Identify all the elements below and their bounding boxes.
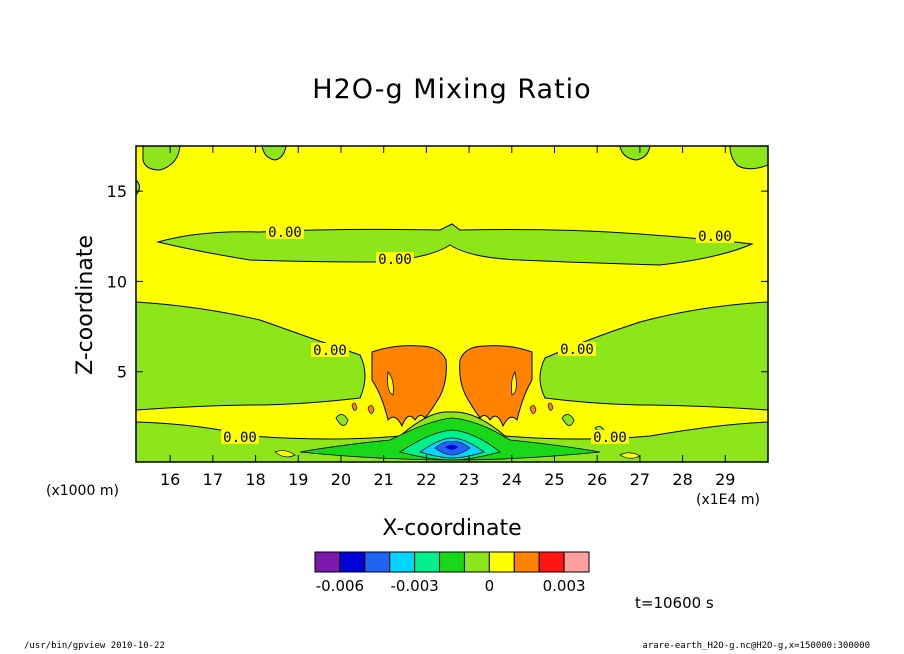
colorbar-cell: [563, 551, 590, 573]
x-tick-label: 24: [502, 470, 522, 489]
contour-label: 0.00: [223, 430, 257, 446]
contour-label-bg: [311, 343, 349, 357]
contour-label-bg: [221, 430, 259, 444]
y-tick-label: 10: [107, 272, 127, 291]
contour-label: 0.00: [593, 430, 627, 446]
x-tick-label: 27: [630, 470, 650, 489]
colorbar-tick-label: 0.003: [543, 577, 586, 595]
contour-labels: 0.00 0.00 0.00 0.00 0.00 0.00 0.00: [221, 225, 734, 446]
x-tick-label: 16: [160, 470, 180, 489]
x-tick-label: 21: [373, 470, 393, 489]
x-tick-label: 29: [715, 470, 735, 489]
colorbar-cell: [364, 551, 391, 573]
contour-label-bg: [696, 229, 734, 243]
x-tick-label: 26: [587, 470, 607, 489]
colorbar-cell: [339, 551, 366, 573]
contour-label: 0.00: [560, 342, 594, 358]
x-axis-ticks: 16 17 18 19 20 21 22 23 24 25 26 27 28 29: [160, 146, 735, 489]
contour-label: 0.00: [268, 225, 302, 241]
chart-title: H2O-g Mixing Ratio: [312, 74, 592, 105]
colorbar: [314, 551, 590, 573]
contour-label: 0.00: [378, 252, 412, 268]
time-annotation: t=10600 s: [635, 594, 714, 612]
x-tick-label: 23: [459, 470, 479, 489]
colorbar-tick-label: 0: [485, 577, 495, 595]
x-axis-label: X-coordinate: [382, 516, 521, 541]
contour-label: 0.00: [698, 229, 732, 245]
contour-label-bg: [266, 225, 304, 239]
x-unit-label: (x1E4 m): [696, 492, 760, 508]
x-tick-label: 20: [331, 470, 351, 489]
contour-label-bg: [558, 342, 596, 356]
contour-label-bg: [376, 252, 414, 266]
x-tick-label: 28: [672, 470, 692, 489]
colorbar-cell: [538, 551, 565, 573]
colorbar-cell: [439, 551, 465, 573]
y-unit-label: (x1000 m): [46, 483, 119, 499]
colorbar-cell: [488, 551, 515, 573]
x-tick-label: 18: [245, 470, 265, 489]
colorbar-ticks: -0.006 -0.003 0 0.003: [316, 577, 586, 595]
colorbar-tick-label: -0.006: [316, 577, 364, 595]
x-tick-label: 25: [544, 470, 564, 489]
colorbar-cell: [314, 551, 341, 573]
colorbar-cell: [389, 551, 416, 573]
y-axis-ticks: 5 10 15: [107, 182, 768, 382]
colorbar-cell: [463, 551, 490, 573]
colorbar-tick-label: -0.003: [390, 577, 438, 595]
contour-label-bg: [591, 430, 629, 444]
footer-right: arare-earth_H2O-g.nc@H2O-g,x=150000:3000…: [642, 641, 870, 651]
y-axis-label: Z-coordinate: [73, 235, 98, 375]
contour-label: 0.00: [313, 343, 347, 359]
y-tick-label: 5: [117, 363, 127, 382]
x-tick-label: 17: [203, 470, 223, 489]
x-tick-label: 22: [416, 470, 436, 489]
colorbar-cell: [414, 551, 441, 573]
footer-left: /usr/bin/gpview 2010-10-22: [24, 641, 165, 651]
contour-fill: [136, 146, 768, 462]
colorbar-cell: [513, 551, 540, 573]
y-tick-label: 15: [107, 182, 127, 201]
x-tick-label: 19: [288, 470, 308, 489]
plot-frame: [135, 145, 769, 463]
